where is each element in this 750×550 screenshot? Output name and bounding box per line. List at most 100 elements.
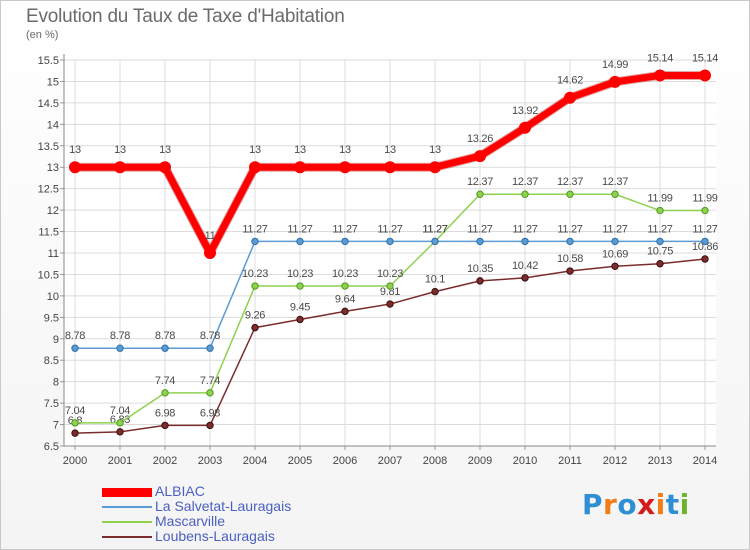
- legend-swatch: [102, 536, 152, 538]
- data-label-la-salvetat-lauragais: 8.78: [110, 330, 130, 342]
- data-point-loubens-lauragais: [206, 421, 214, 430]
- data-label-la-salvetat-lauragais: 8.78: [200, 330, 220, 342]
- y-tick-label: 12.5: [38, 184, 59, 196]
- data-label-loubens-lauragais: 10.35: [467, 263, 493, 275]
- legend-label: ALBIAC: [155, 483, 205, 499]
- legend-item: ALBIAC: [102, 483, 402, 500]
- data-point-loubens-lauragais: [341, 307, 349, 316]
- data-point-la-salvetat-lauragais: [161, 344, 169, 352]
- y-tick-label: 8.5: [44, 355, 59, 367]
- data-point-loubens-lauragais: [656, 260, 664, 268]
- data-point-mascarville: [341, 282, 349, 290]
- data-point-mascarville: [386, 282, 394, 290]
- data-label-la-salvetat-lauragais: 8.78: [155, 330, 175, 342]
- data-label-mascarville: 10.23: [332, 268, 358, 280]
- data-label-albiac: 13: [339, 144, 351, 156]
- y-tick-label: 9: [53, 334, 59, 346]
- data-point-albiac: [429, 161, 441, 174]
- data-label-loubens-lauragais: 10.1: [425, 274, 445, 286]
- data-point-mascarville: [656, 206, 664, 215]
- logo-letter: x: [637, 488, 656, 521]
- data-label-albiac: 15.14: [647, 52, 673, 64]
- data-label-la-salvetat-lauragais: 11.27: [242, 223, 267, 235]
- data-point-mascarville: [206, 389, 214, 397]
- data-point-albiac: [609, 75, 621, 88]
- data-point-mascarville: [296, 282, 304, 290]
- data-label-albiac: 13.26: [467, 133, 493, 145]
- data-label-loubens-lauragais: 9.64: [335, 293, 355, 305]
- data-label-loubens-lauragais: 10.58: [557, 253, 583, 265]
- x-tick-label: 2000: [63, 455, 87, 467]
- data-point-la-salvetat-lauragais: [206, 344, 214, 352]
- data-point-mascarville: [161, 389, 169, 397]
- data-point-loubens-lauragais: [386, 300, 394, 308]
- y-tick-label: 11.5: [38, 227, 59, 239]
- data-point-mascarville: [251, 282, 259, 290]
- data-point-la-salvetat-lauragais: [116, 344, 124, 352]
- data-label-la-salvetat-lauragais: 11.27: [557, 223, 582, 235]
- data-label-loubens-lauragais: 9.26: [245, 310, 265, 322]
- data-point-la-salvetat-lauragais: [701, 237, 709, 246]
- data-point-albiac: [339, 161, 351, 174]
- data-label-albiac: 15.14: [692, 52, 718, 64]
- y-tick-label: 10: [47, 291, 59, 303]
- data-point-mascarville: [521, 190, 529, 198]
- logo-letter: i: [679, 488, 690, 521]
- data-point-la-salvetat-lauragais: [251, 237, 259, 246]
- data-point-albiac: [204, 247, 216, 259]
- data-label-la-salvetat-lauragais: 11.27: [422, 223, 447, 235]
- data-label-mascarville: 10.23: [287, 268, 313, 280]
- y-tick-label: 7.5: [44, 398, 59, 410]
- y-tick-label: 7: [53, 420, 59, 432]
- x-tick-label: 2011: [558, 455, 582, 467]
- data-label-loubens-lauragais: 10.69: [602, 248, 628, 260]
- data-point-la-salvetat-lauragais: [71, 344, 79, 352]
- data-point-la-salvetat-lauragais: [431, 237, 439, 246]
- data-point-albiac: [159, 161, 171, 174]
- data-point-mascarville: [701, 206, 709, 215]
- data-label-loubens-lauragais: 9.45: [290, 301, 310, 313]
- data-label-mascarville: 11.99: [647, 193, 672, 205]
- x-tick-label: 2012: [603, 455, 627, 467]
- data-point-la-salvetat-lauragais: [476, 237, 484, 246]
- logo-letter: P: [582, 488, 604, 521]
- data-label-mascarville: 12.37: [512, 176, 538, 188]
- data-point-albiac: [69, 161, 81, 174]
- y-tick-label: 13.5: [38, 141, 59, 153]
- y-tick-label: 14: [47, 119, 59, 131]
- data-label-mascarville: 10.23: [377, 268, 403, 280]
- data-label-la-salvetat-lauragais: 11.27: [467, 223, 492, 235]
- data-label-albiac: 13: [429, 144, 441, 156]
- data-point-mascarville: [71, 419, 79, 427]
- data-label-la-salvetat-lauragais: 11.27: [602, 223, 627, 235]
- x-tick-label: 2006: [333, 455, 357, 467]
- data-point-la-salvetat-lauragais: [566, 237, 574, 246]
- legend-item: La Salvetat-Lauragais: [102, 498, 402, 515]
- data-point-la-salvetat-lauragais: [386, 237, 394, 246]
- data-point-albiac: [474, 150, 486, 163]
- data-point-albiac: [249, 161, 261, 174]
- logo-letter: r: [603, 488, 618, 521]
- data-point-mascarville: [476, 190, 484, 198]
- logo-letter: o: [617, 488, 638, 521]
- data-point-albiac: [114, 161, 126, 174]
- data-label-albiac: 13.92: [512, 105, 538, 117]
- data-label-mascarville: 12.37: [467, 176, 493, 188]
- data-label-loubens-lauragais: 9.81: [380, 286, 400, 298]
- data-point-albiac: [384, 161, 396, 174]
- data-label-la-salvetat-lauragais: 8.78: [65, 330, 85, 342]
- data-point-la-salvetat-lauragais: [296, 237, 304, 246]
- data-point-loubens-lauragais: [611, 262, 619, 270]
- x-tick-label: 2007: [378, 455, 402, 467]
- legend-label: La Salvetat-Lauragais: [155, 498, 292, 514]
- y-tick-label: 6.5: [44, 441, 59, 453]
- data-label-albiac: 14.99: [602, 59, 628, 71]
- data-point-albiac: [564, 91, 576, 104]
- data-point-albiac: [519, 121, 531, 134]
- data-point-la-salvetat-lauragais: [341, 237, 349, 246]
- y-tick-label: 8: [53, 377, 59, 389]
- logo-letter: t: [665, 488, 680, 521]
- data-point-loubens-lauragais: [71, 429, 79, 437]
- x-tick-label: 2014: [693, 455, 717, 467]
